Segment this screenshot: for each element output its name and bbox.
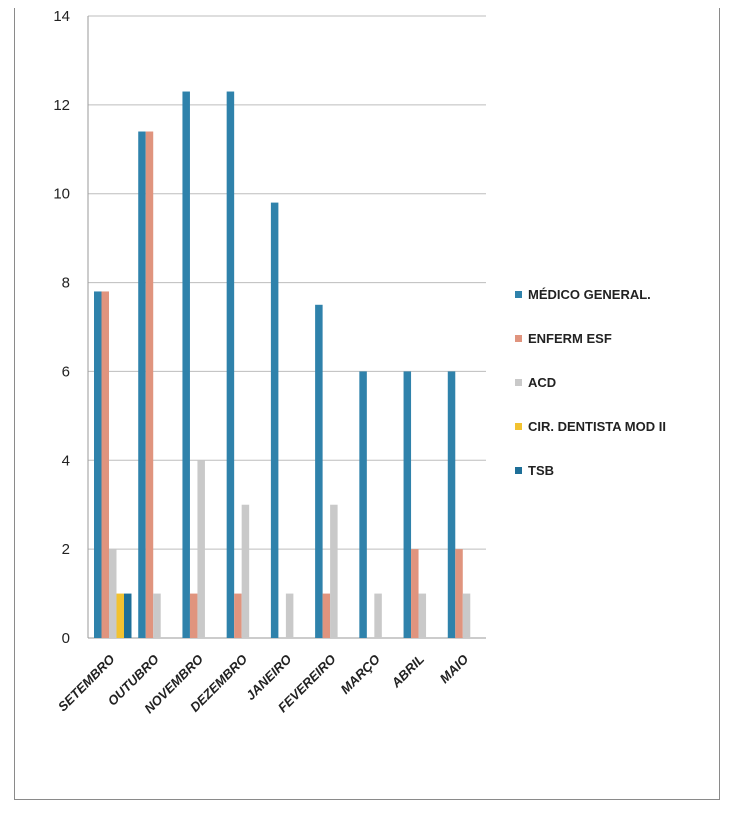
bar bbox=[153, 593, 161, 638]
y-tick-label: 2 bbox=[62, 541, 70, 558]
chart-frame bbox=[14, 8, 720, 800]
bar bbox=[189, 593, 198, 638]
bar bbox=[462, 593, 471, 638]
y-tick-label: 8 bbox=[62, 275, 70, 292]
bar bbox=[116, 593, 124, 638]
bar bbox=[241, 504, 250, 638]
y-tick-label: 12 bbox=[53, 97, 70, 114]
x-axis-tick-labels: SETEMBROOUTUBRONOVEMBRODEZEMBROJANEIROFE… bbox=[55, 651, 471, 716]
y-tick-label: 10 bbox=[53, 186, 70, 203]
legend-label: TSB bbox=[528, 463, 554, 478]
legend-swatch bbox=[515, 291, 522, 298]
bar bbox=[455, 549, 463, 638]
bar bbox=[270, 202, 279, 638]
bar bbox=[145, 131, 154, 638]
bar bbox=[447, 371, 456, 638]
bar bbox=[197, 460, 205, 638]
bar bbox=[418, 593, 427, 638]
y-tick-label: 0 bbox=[62, 630, 70, 647]
legend: MÉDICO GENERAL. ENFERM ESF ACD CIR. DENTIST… bbox=[515, 287, 666, 478]
legend-label: CIR. DENTISTA MOD II bbox=[528, 419, 666, 434]
y-tick-label: 6 bbox=[62, 363, 70, 380]
bar bbox=[101, 291, 109, 638]
legend-swatch bbox=[515, 467, 522, 474]
x-tick-label: MARÇO bbox=[338, 652, 383, 697]
y-tick-label: 14 bbox=[53, 8, 70, 25]
bar bbox=[322, 593, 331, 638]
bar bbox=[359, 371, 367, 638]
bar bbox=[234, 593, 242, 638]
legend-label: ACD bbox=[528, 375, 556, 390]
y-axis-tick-labels: 0 2 4 6 8 10 12 14 bbox=[53, 8, 70, 647]
y-tick-label: 4 bbox=[62, 452, 70, 469]
bar bbox=[109, 549, 117, 638]
bar bbox=[138, 131, 146, 638]
x-tick-label: MAIO bbox=[437, 652, 472, 687]
legend-label: ENFERM ESF bbox=[528, 331, 612, 346]
bar bbox=[374, 593, 382, 638]
x-tick-label: SETEMBRO bbox=[55, 652, 118, 715]
bar bbox=[330, 504, 338, 638]
legend-swatch bbox=[515, 335, 522, 342]
bar bbox=[226, 91, 235, 639]
bars bbox=[94, 91, 471, 639]
legend-swatch bbox=[515, 379, 522, 386]
legend-label: MÉDICO GENERAL. bbox=[528, 287, 651, 302]
bar bbox=[315, 304, 323, 638]
x-tick-label: ABRIL bbox=[388, 651, 427, 690]
legend-swatch bbox=[515, 423, 522, 430]
bar bbox=[94, 291, 102, 638]
bar bbox=[124, 593, 132, 638]
bar bbox=[411, 549, 419, 638]
bar bbox=[285, 593, 294, 638]
bar bbox=[182, 91, 190, 639]
bar bbox=[403, 371, 412, 638]
